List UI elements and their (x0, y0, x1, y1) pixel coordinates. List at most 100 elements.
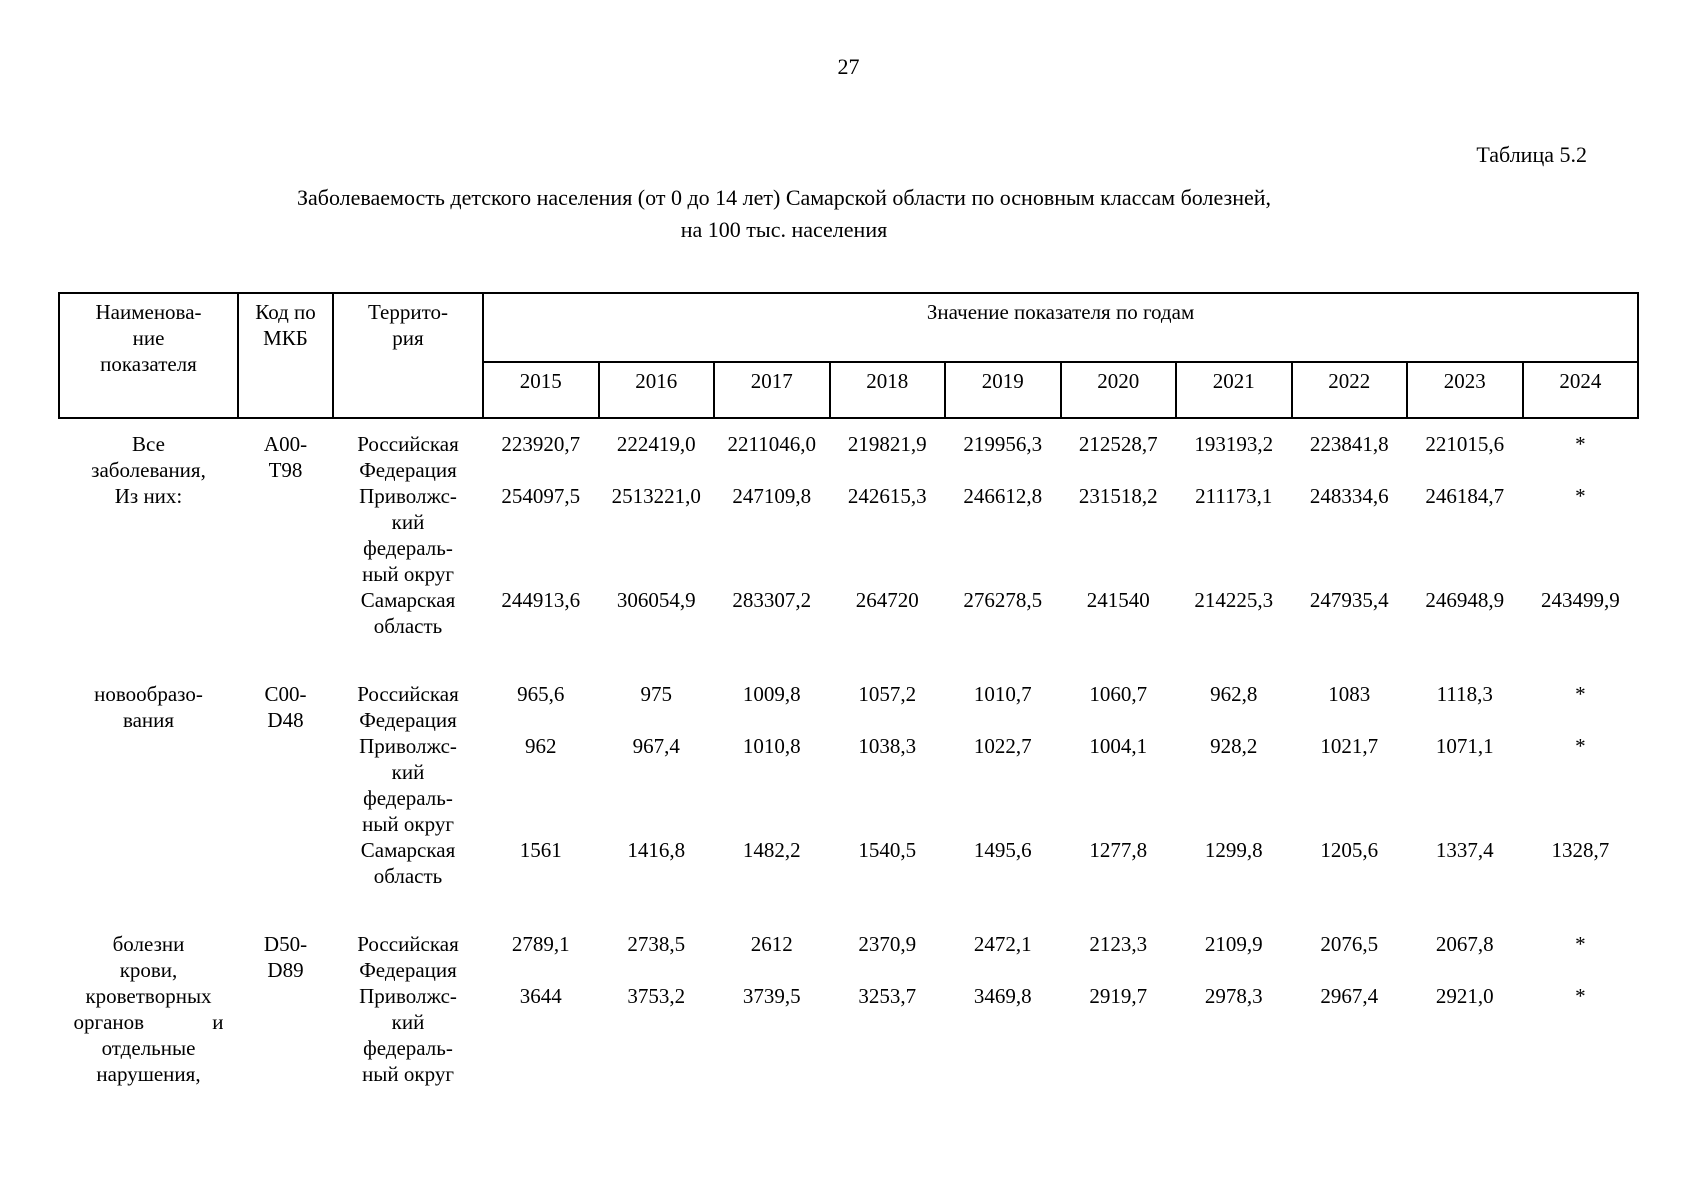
value-cell: 211173,1 (1195, 484, 1273, 508)
value-cell: 247935,4 (1309, 588, 1389, 612)
value-cell: 1038,3 (858, 734, 917, 758)
value-cell: 2967,4 (1320, 984, 1379, 1008)
value-cell: 1495,6 (973, 838, 1032, 862)
value-cell: 1010,7 (973, 682, 1032, 706)
value-cell: 3753,2 (627, 984, 686, 1008)
territory-cell: Российская Федерация (357, 682, 459, 732)
year-header: 2017 (713, 360, 831, 420)
value-cell: 1205,6 (1320, 838, 1379, 862)
value-cell: 2076,5 (1320, 932, 1379, 956)
value-cell: 2921,0 (1435, 984, 1494, 1008)
document-title: Заболеваемость детского населения (от 0 … (58, 182, 1510, 246)
value-cell: 1057,2 (858, 682, 917, 706)
value-cell: 2067,8 (1435, 932, 1494, 956)
header-row-years: 2015 2016 2017 2018 2019 2020 2021 2022 2023 2024 (59, 360, 1640, 420)
value-cell: 221015,6 (1425, 432, 1505, 456)
value-cell: 1337,4 (1435, 838, 1494, 862)
indicator-name: болезни крови, кроветворных органов и от… (73, 932, 224, 1086)
header-indicator-name: Наименова- ние показателя (58, 292, 239, 419)
value-cell: 1060,7 (1089, 682, 1148, 706)
value-cell: 1328,7 (1551, 838, 1610, 862)
value-cell: * (1575, 984, 1586, 1008)
table-row: Приволжс- кий федераль- ный округ 962 967,… (59, 733, 1638, 837)
year-header: 2019 (944, 360, 1062, 420)
territory-cell: Приволжс- кий федераль- ный округ (359, 484, 457, 586)
value-cell: 246184,7 (1425, 484, 1505, 508)
value-cell: 219821,9 (847, 432, 927, 456)
value-cell: 212528,7 (1078, 432, 1158, 456)
value-cell: 244913,6 (501, 588, 581, 612)
value-cell: 1021,7 (1320, 734, 1379, 758)
value-cell: 965,6 (517, 682, 565, 706)
value-cell: 247109,8 (732, 484, 812, 508)
indicator-name: новообразо- вания (94, 682, 203, 732)
value-cell: 1118,3 (1436, 682, 1493, 706)
value-cell: 1277,8 (1089, 838, 1148, 862)
territory-cell: Приволжс- кий федераль- ный округ (359, 734, 457, 836)
value-cell: 264720 (855, 588, 919, 612)
value-cell: 2123,3 (1089, 932, 1148, 956)
value-cell: 254097,5 (501, 484, 581, 508)
value-cell: 3644 (519, 984, 562, 1008)
value-cell: 241540 (1086, 588, 1150, 612)
value-cell: 219956,3 (963, 432, 1043, 456)
value-cell: 1416,8 (627, 838, 686, 862)
icd-code: D50- D89 (263, 932, 308, 982)
table-caption: Таблица 5.2 (1476, 142, 1587, 167)
territory-cell: Российская Федерация (357, 432, 459, 482)
value-cell: 962 (525, 734, 557, 758)
year-header: 2023 (1406, 360, 1524, 420)
value-cell: 962,8 (1210, 682, 1258, 706)
value-cell: 1071,1 (1435, 734, 1494, 758)
title-line-2: на 100 тыс. населения (680, 217, 888, 242)
header-territory: Террито- рия (332, 292, 484, 419)
value-cell: 3469,8 (973, 984, 1032, 1008)
value-cell: 193193,2 (1194, 432, 1274, 456)
value-cell: 248334,6 (1309, 484, 1389, 508)
territory-cell: Российская Федерация (357, 932, 459, 982)
value-cell: 2978,3 (1204, 984, 1263, 1008)
value-cell: 1561 (519, 838, 562, 862)
value-cell: 2513221,0 (611, 484, 701, 508)
year-header: 2016 (597, 360, 715, 420)
table-header: Наименова- ние показателя Код по МКБ Тер… (58, 292, 1640, 420)
value-cell: 1022,7 (973, 734, 1032, 758)
table-row: болезни крови, кроветворных органов и от… (59, 889, 1638, 1086)
value-cell: 2211046,0 (727, 432, 816, 456)
year-header: 2024 (1521, 360, 1640, 420)
territory-cell: Самарская область (360, 588, 456, 638)
year-header: 2022 (1290, 360, 1408, 420)
year-header: 2018 (828, 360, 946, 420)
value-cell: 1009,8 (742, 682, 801, 706)
value-cell: 2738,5 (627, 932, 686, 956)
value-cell: 2919,7 (1089, 984, 1148, 1008)
table-row: Приволжс- кий федераль- ный округ 254097,… (59, 483, 1638, 587)
value-cell: 928,2 (1210, 734, 1258, 758)
value-cell: 2472,1 (973, 932, 1032, 956)
value-cell: 242615,3 (847, 484, 927, 508)
value-cell: 222419,0 (616, 432, 696, 456)
year-header: 2020 (1059, 360, 1177, 420)
header-values-group: Значение показателя по годам (481, 292, 1640, 363)
value-cell: 967,4 (632, 734, 680, 758)
page-number: 27 (837, 54, 860, 79)
value-cell: 223920,7 (501, 432, 581, 456)
header-row-top: Наименова- ние показателя Код по МКБ Тер… (58, 292, 1640, 419)
value-cell: * (1575, 432, 1586, 456)
value-cell: 223841,8 (1309, 432, 1389, 456)
table-row: Самарская область 1561 1416,8 1482,2 1540,5 1… (59, 837, 1638, 889)
value-cell: 2109,9 (1204, 932, 1263, 956)
title-line-1: Заболеваемость детского населения (от 0 … (296, 185, 1272, 210)
value-cell: 243499,9 (1540, 588, 1620, 612)
value-cell: 276278,5 (963, 588, 1043, 612)
icd-code: A00- T98 (263, 432, 308, 482)
value-cell: 1004,1 (1089, 734, 1148, 758)
value-cell: 246948,9 (1425, 588, 1505, 612)
icd-code: C00- D48 (264, 682, 307, 732)
value-cell: * (1575, 734, 1586, 758)
value-cell: 214225,3 (1194, 588, 1274, 612)
value-cell: * (1575, 682, 1586, 706)
value-cell: 3739,5 (742, 984, 801, 1008)
table-row: Все заболевания, Из них: A00- T98 Российск… (59, 418, 1638, 508)
